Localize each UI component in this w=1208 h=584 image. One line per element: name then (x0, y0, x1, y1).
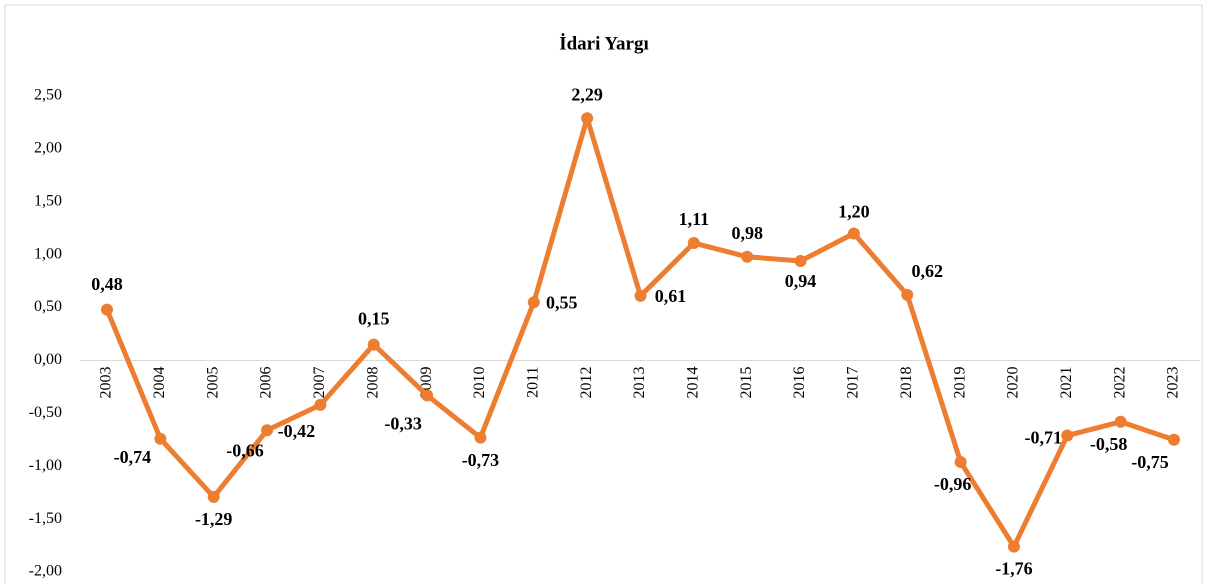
x-tick-label: 2004 (151, 366, 168, 398)
data-label: -0,75 (1131, 452, 1169, 472)
data-label: 1,11 (679, 209, 710, 229)
data-label: 0,55 (546, 292, 578, 312)
data-label: 0,62 (912, 261, 944, 281)
y-tick-label: 1,50 (34, 192, 62, 209)
data-label: 0,48 (91, 274, 123, 294)
point (1061, 429, 1074, 442)
x-tick-label: 2020 (1005, 366, 1022, 398)
data-label: 0,61 (655, 286, 687, 306)
y-tick-label: -1,50 (29, 510, 62, 527)
point (474, 431, 487, 444)
point (794, 255, 807, 268)
data-label: -0,71 (1025, 428, 1063, 448)
data-label: 0,98 (731, 223, 763, 243)
data-label: 0,15 (358, 309, 390, 329)
y-tick-label: -2,00 (29, 563, 62, 580)
x-tick-label: 2023 (1165, 366, 1182, 398)
point (367, 338, 380, 351)
data-label: -0,73 (462, 450, 500, 470)
x-tick-label: 2011 (524, 366, 541, 397)
x-tick-label: 2021 (1058, 366, 1075, 398)
x-tick-label: 2012 (578, 366, 595, 398)
data-label: -0,33 (384, 413, 422, 433)
data-label: -0,42 (278, 421, 316, 441)
chart-title: İdari Yargı (559, 33, 649, 54)
point (954, 455, 967, 468)
x-tick-label: 2018 (898, 366, 915, 398)
point (634, 289, 647, 302)
data-label: -1,76 (995, 559, 1033, 579)
point (527, 296, 540, 309)
y-tick-label: 2,00 (34, 140, 62, 157)
y-tick-label: 0,00 (34, 351, 62, 368)
x-tick-label: 2008 (364, 366, 381, 398)
line (104, 115, 1175, 550)
x-tick-label: 2014 (685, 366, 702, 398)
point (314, 398, 327, 411)
chart-border (4, 4, 1203, 584)
point (154, 432, 167, 445)
x-tick-label: 2015 (738, 366, 755, 398)
point (1114, 415, 1127, 428)
data-label: 2,29 (571, 84, 603, 104)
point (741, 250, 754, 263)
x-tick-label: 2022 (1111, 366, 1128, 398)
x-tick-label: 2006 (258, 366, 275, 398)
point (1168, 433, 1180, 446)
data-label: 0,94 (785, 271, 817, 291)
data-label: -0,96 (934, 474, 972, 494)
point (207, 490, 220, 503)
x-tick-label: 2010 (471, 366, 488, 398)
data-label: -0,66 (226, 440, 264, 460)
y-tick-label: 2,50 (34, 87, 62, 104)
x-tick-label: 2007 (311, 366, 328, 398)
x-tick-label: 2017 (845, 366, 862, 398)
point (261, 424, 274, 437)
point (101, 303, 113, 316)
point (901, 288, 914, 301)
y-tick-label: 0,50 (34, 298, 62, 315)
y-tick-label: 1,00 (34, 245, 62, 262)
x-tick-label: 2003 (98, 366, 115, 398)
x-tick-label: 2013 (631, 366, 648, 398)
point (581, 112, 594, 125)
data-label: 1,20 (838, 202, 870, 222)
data-label: -0,58 (1090, 434, 1128, 454)
point (1007, 540, 1020, 553)
data-label: -1,29 (195, 509, 233, 529)
x-tick-label: 2005 (204, 366, 221, 398)
y-tick-label: -0,50 (29, 404, 62, 421)
x-tick-label: 2016 (791, 366, 808, 398)
data-label: -0,74 (114, 447, 152, 467)
point (847, 227, 860, 240)
x-tick-label: 2019 (951, 366, 968, 398)
point (421, 389, 434, 402)
y-tick-label: -1,00 (29, 457, 62, 474)
point (687, 237, 700, 250)
